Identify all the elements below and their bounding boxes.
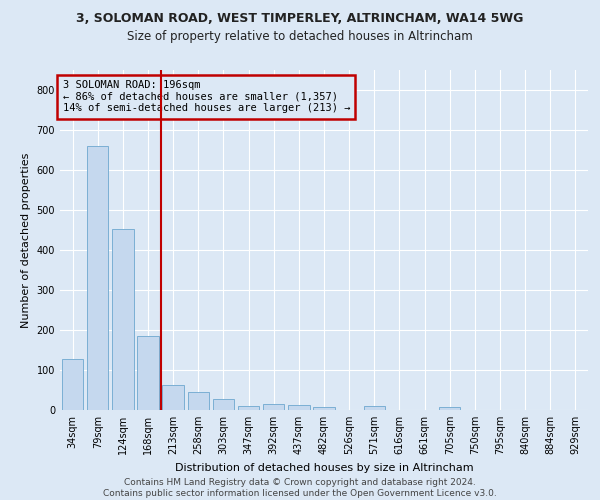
Bar [112, 229, 134, 410]
Bar [288, 405, 310, 410]
Bar [364, 406, 385, 410]
Bar [263, 404, 284, 410]
Text: 3, SOLOMAN ROAD, WEST TIMPERLEY, ALTRINCHAM, WA14 5WG: 3, SOLOMAN ROAD, WEST TIMPERLEY, ALTRINC… [76, 12, 524, 26]
Bar [188, 392, 209, 410]
Text: 3 SOLOMAN ROAD: 196sqm
← 86% of detached houses are smaller (1,357)
14% of semi-: 3 SOLOMAN ROAD: 196sqm ← 86% of detached… [62, 80, 350, 114]
Bar [439, 407, 460, 410]
X-axis label: Distribution of detached houses by size in Altrincham: Distribution of detached houses by size … [175, 462, 473, 472]
Text: Contains HM Land Registry data © Crown copyright and database right 2024.
Contai: Contains HM Land Registry data © Crown c… [103, 478, 497, 498]
Bar [313, 407, 335, 410]
Bar [137, 336, 158, 410]
Y-axis label: Number of detached properties: Number of detached properties [21, 152, 31, 328]
Text: Size of property relative to detached houses in Altrincham: Size of property relative to detached ho… [127, 30, 473, 43]
Bar [62, 359, 83, 410]
Bar [238, 406, 259, 410]
Bar [163, 385, 184, 410]
Bar [213, 399, 234, 410]
Bar [87, 146, 109, 410]
